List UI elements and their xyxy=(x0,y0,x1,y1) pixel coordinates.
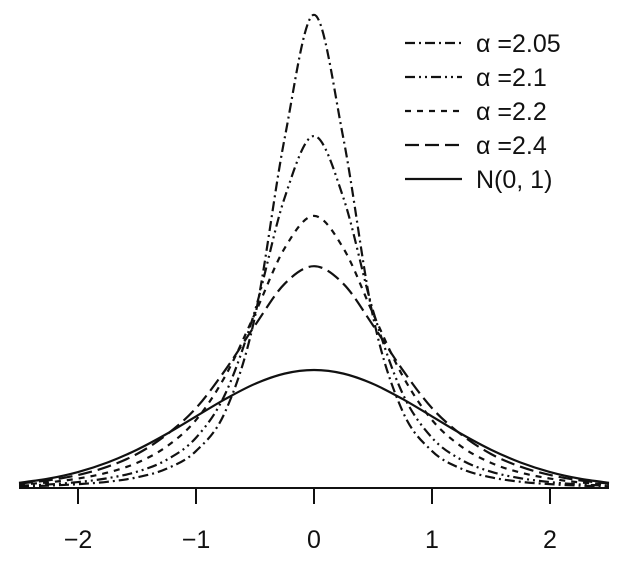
legend-label-2-1: α =2.1 xyxy=(476,64,547,92)
series-line-2-05 xyxy=(18,13,610,488)
x-tick-label: −2 xyxy=(64,526,93,554)
series-line-2-4 xyxy=(18,265,610,485)
series-line-2-1 xyxy=(18,134,610,487)
plot-area xyxy=(18,13,610,488)
x-tick-label: 2 xyxy=(543,526,557,554)
legend-label-2-05: α =2.05 xyxy=(476,30,561,58)
series-line-n-0-1 xyxy=(18,368,610,484)
legend-label-2-4: α =2.4 xyxy=(476,132,547,160)
series-line-2-2 xyxy=(18,214,610,486)
x-tick-label: −1 xyxy=(182,526,211,554)
x-tick-label: 1 xyxy=(425,526,439,554)
legend-label-n-0-1: N(0, 1) xyxy=(476,166,552,194)
legend: α =2.05 α =2.1 α =2.2 α =2.4 N(0, 1) xyxy=(405,30,561,194)
x-tick-label: 0 xyxy=(307,526,321,554)
x-axis: −2 −1 0 1 2 xyxy=(19,487,609,554)
legend-label-2-2: α =2.2 xyxy=(476,98,547,126)
